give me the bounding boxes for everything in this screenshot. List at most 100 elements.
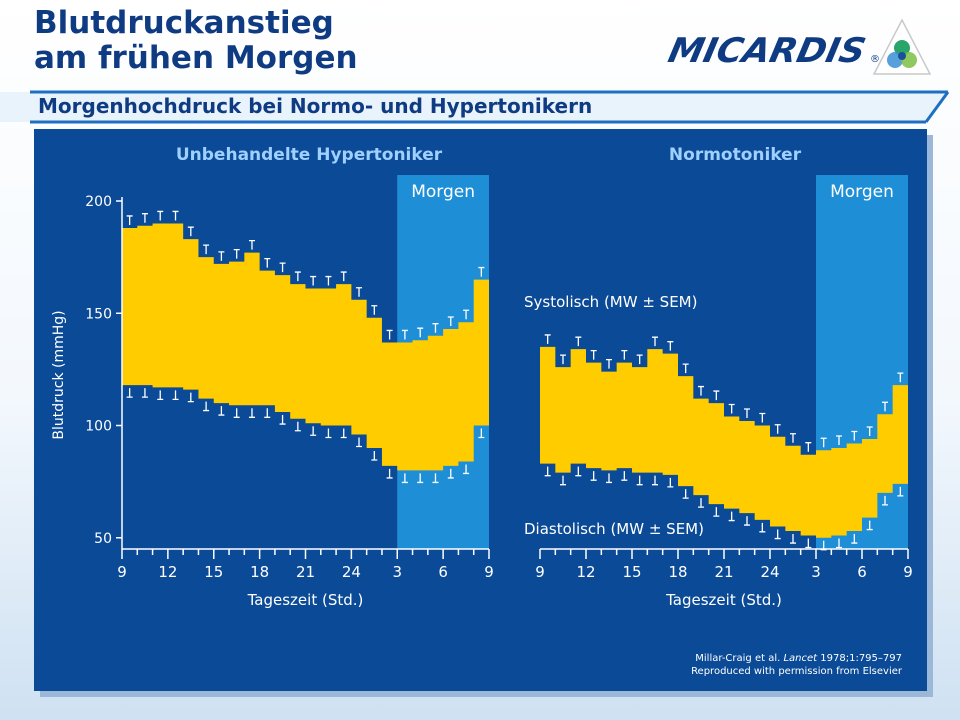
- sem-whisker-upper: [371, 305, 378, 315]
- sem-whisker-upper: [698, 385, 704, 396]
- sem-whisker-upper: [203, 244, 210, 255]
- sem-whisker-upper: [417, 327, 424, 338]
- citation-line1: Millar-Craig et al. Lancet 1978;1:795–79…: [695, 653, 902, 664]
- slide-title: Blutdruckanstieg am frühen Morgen: [34, 6, 358, 76]
- sem-whisker-lower: [805, 538, 812, 549]
- sem-whisker-lower: [698, 498, 704, 508]
- sem-whisker-lower: [126, 388, 133, 398]
- sem-whisker-upper: [233, 248, 240, 259]
- sem-whisker-upper: [447, 316, 454, 326]
- annotation-diastolic: Diastolisch (MW ± SEM): [524, 520, 704, 538]
- sem-whisker-lower: [790, 534, 796, 544]
- sem-whisker-upper: [774, 424, 781, 434]
- sem-whisker-upper: [401, 329, 408, 340]
- citation-part: Lancet: [783, 653, 818, 664]
- sem-whisker-lower: [759, 522, 766, 533]
- x-axis-title-normotensive: Tageszeit (Std.): [665, 591, 782, 609]
- sem-whisker-lower: [774, 529, 781, 540]
- annotation-systolic: Systolisch (MW ± SEM): [524, 293, 697, 311]
- sem-whisker-upper: [636, 354, 643, 365]
- sem-whisker-lower: [264, 408, 271, 418]
- sem-whisker-upper: [728, 403, 735, 414]
- sem-whisker-lower: [356, 437, 363, 448]
- sem-whisker-upper: [759, 412, 766, 423]
- x-tick-label: 18: [668, 563, 687, 581]
- x-tick-label: 6: [857, 563, 867, 581]
- sem-whisker-lower: [203, 401, 210, 412]
- sem-whisker-lower: [279, 415, 286, 425]
- bp-band-hypertensive: [122, 223, 489, 471]
- sem-whisker-lower: [463, 464, 470, 475]
- sem-whisker-lower: [544, 466, 551, 477]
- sem-whisker-lower: [248, 408, 255, 418]
- sem-whisker-lower: [172, 390, 179, 400]
- charts-canvas: Morgen Unbehandelte Hypertoniker 9 12 15 18 21…: [51, 145, 913, 677]
- sem-whisker-upper: [897, 372, 904, 383]
- brand-triangle-icon: [872, 18, 932, 75]
- y-tick-label: 200: [85, 194, 112, 210]
- x-tick-label: 3: [811, 563, 821, 581]
- subtitle-band: [0, 90, 950, 124]
- slide-title-line1: Blutdruckanstieg: [34, 5, 334, 41]
- sem-whisker-upper: [463, 309, 470, 320]
- x-tick-label: 15: [622, 563, 641, 581]
- brand-wordmark: MICARDIS: [665, 31, 869, 71]
- sem-whisker-lower: [652, 475, 658, 486]
- bp-band-normotensive: [540, 346, 908, 538]
- x-tick-label: 24: [760, 563, 779, 581]
- sem-whisker-upper: [264, 257, 271, 268]
- sem-whisker-lower: [575, 466, 582, 477]
- sem-whisker-upper: [560, 354, 566, 365]
- sem-whisker-lower: [417, 473, 424, 484]
- citation-part: 1978;1:795–797: [817, 653, 902, 664]
- sem-whisker-lower: [187, 392, 194, 403]
- panel-title-normotensive: Normotoniker: [669, 145, 802, 165]
- sem-whisker-lower: [682, 489, 689, 499]
- x-tick-label: 12: [576, 563, 595, 581]
- sem-whisker-upper: [218, 251, 225, 261]
- x-tick-label: 9: [484, 563, 494, 581]
- morning-label-hypertensive: Morgen: [411, 182, 475, 202]
- sem-whisker-lower: [141, 388, 148, 398]
- y-tick-label: 50: [94, 531, 112, 547]
- sem-whisker-upper: [325, 275, 332, 286]
- x-tick-label: 18: [250, 563, 269, 581]
- x-tick-label: 9: [903, 563, 913, 581]
- sem-whisker-lower: [386, 468, 393, 479]
- sem-whisker-lower: [478, 428, 485, 439]
- sem-whisker-upper: [713, 390, 720, 401]
- sem-whisker-upper: [744, 408, 750, 419]
- sem-whisker-lower: [157, 390, 164, 400]
- sem-whisker-upper: [820, 437, 827, 448]
- x-tick-label: 9: [535, 563, 545, 581]
- sem-whisker-lower: [866, 520, 873, 531]
- sem-whisker-lower: [401, 473, 408, 484]
- sem-whisker-upper: [606, 358, 612, 369]
- sem-whisker-upper: [805, 442, 812, 452]
- sem-whisker-upper: [126, 215, 133, 225]
- sem-whisker-upper: [248, 239, 255, 250]
- sem-whisker-upper: [432, 323, 439, 333]
- slide-subtitle: Morgenhochdruck bei Normo- und Hypertoni…: [38, 94, 593, 118]
- sem-whisker-lower: [836, 538, 842, 549]
- sem-whisker-upper: [866, 426, 873, 436]
- sem-whisker-lower: [882, 495, 888, 506]
- x-tick-label: 12: [158, 563, 177, 581]
- sem-whisker-lower: [218, 406, 225, 416]
- sem-whisker-upper: [187, 226, 194, 237]
- sem-whisker-upper: [851, 430, 858, 441]
- x-tick-label: 15: [204, 563, 223, 581]
- sem-whisker-upper: [478, 266, 485, 277]
- sem-whisker-upper: [157, 210, 164, 221]
- sem-whisker-lower: [621, 471, 628, 481]
- sem-whisker-upper: [621, 350, 628, 360]
- x-tick-label: 24: [342, 563, 361, 581]
- sem-whisker-lower: [432, 473, 439, 484]
- sem-whisker-upper: [836, 435, 842, 445]
- sem-whisker-upper: [544, 334, 551, 344]
- y-tick-label: 150: [85, 306, 112, 322]
- y-tick-label: 100: [85, 419, 112, 435]
- sem-whisker-lower: [851, 534, 858, 544]
- x-tick-label: 21: [296, 563, 315, 581]
- sem-whisker-lower: [447, 468, 454, 479]
